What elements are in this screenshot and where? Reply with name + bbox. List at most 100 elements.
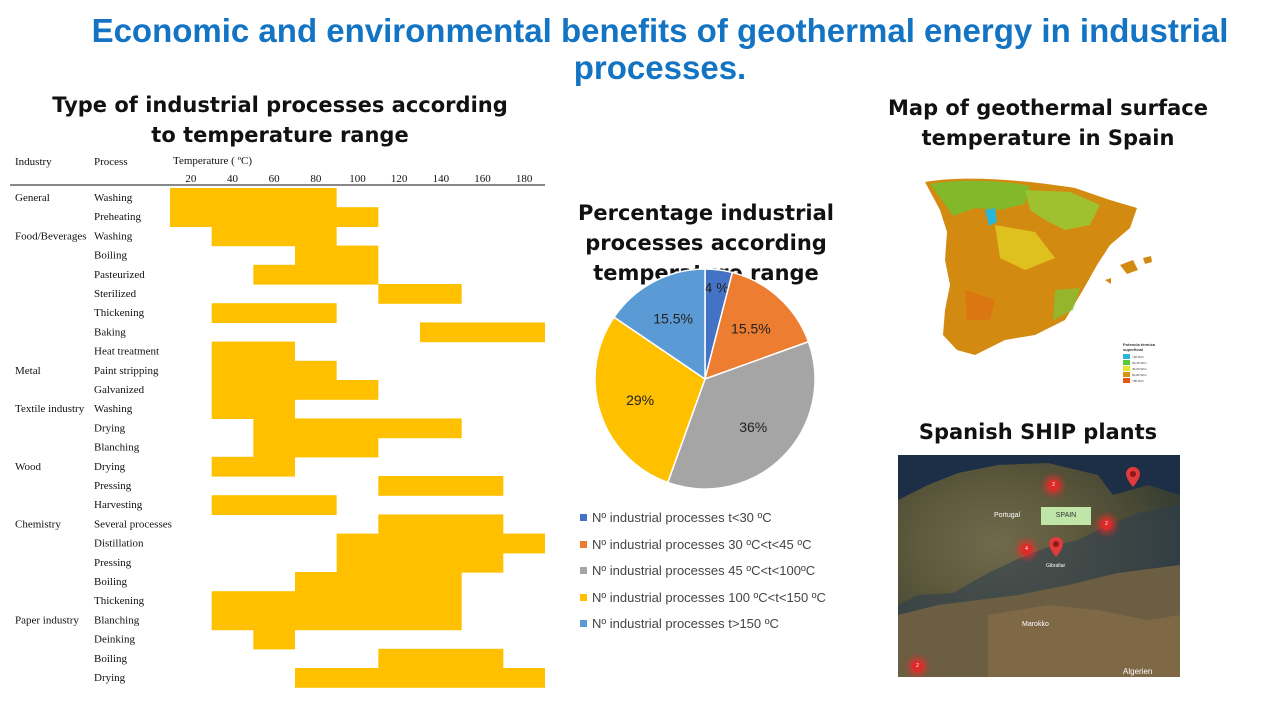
temperature-range-bar	[211, 360, 337, 381]
plant-cluster-marker[interactable]: 2	[1048, 480, 1059, 491]
legend-label: Nº industrial processes t>150 ºC	[592, 616, 779, 631]
temperature-range-bar	[211, 495, 337, 515]
process-label: Washing	[94, 192, 133, 204]
legend-label: 60-80 W/m	[1132, 372, 1147, 377]
temperature-range-bar	[211, 610, 462, 631]
legend-label: Nº industrial processes t<30 ºC	[592, 510, 772, 525]
map-title: Map of geothermal surface temperature in…	[888, 96, 1208, 150]
temperature-tick-label: 60	[269, 173, 281, 185]
page-title: Economic and environmental benefits of g…	[91, 12, 1229, 86]
process-label: Paint stripping	[94, 365, 159, 377]
temperature-range-bar	[211, 456, 295, 477]
plant-cluster-marker[interactable]: 2	[1101, 519, 1112, 530]
ship-plants-title: Spanish SHIP plants	[918, 420, 1158, 444]
map-pin-icon[interactable]	[1049, 537, 1063, 557]
temperature-range-bar	[378, 514, 504, 535]
process-label: Baking	[94, 326, 126, 338]
temperature-range-bar	[420, 322, 545, 343]
temperature-range-bar	[170, 207, 379, 227]
process-label: Thickening	[94, 595, 145, 607]
industry-label: General	[15, 192, 50, 204]
pie-legend-item: Nº industrial processes 100 ºC<t<150 ºC	[580, 590, 826, 605]
process-label: Distillation	[94, 538, 144, 550]
pie-slice	[703, 271, 810, 381]
legend-swatch	[580, 514, 587, 521]
map-legend-title: Potencia térmica superficial	[1123, 342, 1156, 352]
temperature-range-bar	[378, 476, 504, 496]
temperature-tick-label: 180	[516, 173, 533, 185]
industry-label: Wood	[15, 461, 42, 473]
process-label: Pressing	[94, 480, 132, 492]
label-spain: SPAIN	[1041, 507, 1091, 525]
legend-label: >80 W/m	[1132, 378, 1145, 383]
process-label: Pasteurized	[94, 269, 145, 281]
temperature-range-bar	[253, 629, 295, 650]
legend-swatch	[1123, 378, 1130, 383]
map-legend-item: >80 W/m	[1123, 378, 1175, 383]
process-label: Washing	[94, 403, 133, 415]
map-legend-item: 40-60 W/m	[1123, 366, 1175, 371]
temperature-range-bar	[295, 572, 462, 592]
map-legend-item: 20-40 W/m	[1123, 360, 1175, 365]
process-label: Drying	[94, 672, 126, 684]
pie-legend-item: Nº industrial processes 30 ºC<t<45 ºC	[580, 537, 811, 552]
process-label: Drying	[94, 461, 126, 473]
pie-slice	[666, 340, 816, 490]
temperature-range-bar	[211, 303, 337, 323]
header-process: Process	[94, 156, 128, 168]
industry-label: Chemistry	[15, 518, 61, 530]
map-legend-item: 60-80 W/m	[1123, 372, 1175, 377]
pie-legend-item: Nº industrial processes t>150 ºC	[580, 616, 779, 631]
industry-label: Paper industry	[15, 614, 79, 626]
process-label: Several processes	[94, 518, 172, 530]
legend-swatch	[580, 567, 587, 574]
label-portugal: Portugal	[994, 512, 1021, 519]
pie-slice	[594, 316, 706, 484]
temperature-range-bar	[170, 188, 337, 208]
temperature-range-bar	[378, 284, 462, 304]
pie-chart: 4 % 15.5% 36% 29% 15.5%	[594, 268, 816, 490]
process-label: Blanching	[94, 614, 140, 626]
temperature-range-bar	[253, 418, 462, 439]
ship-plants-map: Portugal SPAIN Gibraltar Marokko Algerie…	[898, 455, 1180, 677]
map-pin-icon[interactable]	[1126, 467, 1140, 487]
temperature-range-bar	[211, 226, 337, 247]
industry-label: Textile industry	[15, 403, 85, 415]
label-morocco: Marokko	[1022, 621, 1049, 628]
pie-legend-item: Nº industrial processes 45 ºC<t<100ºC	[580, 563, 815, 578]
legend-swatch	[1123, 354, 1130, 359]
label-gibraltar: Gibraltar	[1046, 563, 1066, 569]
process-label: Harvesting	[94, 499, 143, 511]
pie-data-label: 36%	[739, 419, 767, 435]
label-algeria: Algerien	[1123, 667, 1153, 676]
process-label: Thickening	[94, 307, 145, 319]
legend-swatch	[1123, 360, 1130, 365]
temperature-tick-label: 40	[227, 173, 239, 185]
pie-legend-item: Nº industrial processes t<30 ºC	[580, 510, 772, 525]
geothermal-map: Potencia térmica superficial <20 W/m 20-…	[905, 170, 1175, 390]
temperature-range-bar	[211, 380, 379, 400]
process-label: Boiling	[94, 250, 128, 262]
plant-cluster-marker[interactable]: 4	[1021, 544, 1032, 555]
process-label: Boiling	[94, 576, 128, 588]
temperature-range-bar	[211, 399, 295, 419]
legend-swatch	[580, 540, 587, 548]
temperature-range-bar	[211, 591, 462, 611]
temperature-tick-label: 140	[433, 173, 450, 185]
legend-label: 40-60 W/m	[1132, 366, 1147, 371]
temperature-tick-label: 20	[185, 173, 197, 185]
pie-data-label: 29%	[626, 392, 654, 408]
plant-cluster-marker[interactable]: 2	[912, 661, 923, 672]
legend-label: Nº industrial processes 30 ºC<t<45 ºC	[592, 536, 812, 552]
pie-data-label: 15.5%	[731, 321, 771, 337]
temperature-tick-label: 100	[349, 173, 366, 185]
temperature-range-bar	[295, 245, 379, 266]
process-label: Drying	[94, 422, 126, 434]
legend-swatch	[580, 620, 587, 627]
process-label: Preheating	[94, 211, 142, 223]
temperature-tick-label: 160	[474, 173, 491, 185]
process-label: Galvanized	[94, 384, 145, 396]
process-label: Pressing	[94, 557, 132, 569]
legend-label: 20-40 W/m	[1132, 360, 1147, 365]
temperature-tick-label: 120	[391, 173, 408, 185]
